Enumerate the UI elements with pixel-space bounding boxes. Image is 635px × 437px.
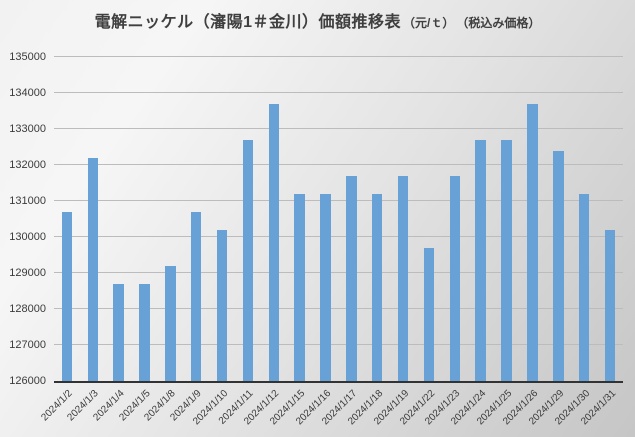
bar-slot (54, 57, 80, 381)
bar-slot (571, 57, 597, 381)
bar-slot (183, 57, 209, 381)
gridline (54, 128, 623, 129)
bar (87, 157, 99, 381)
bar-slot (338, 57, 364, 381)
bar (371, 193, 383, 381)
bar-slot (209, 57, 235, 381)
bar (527, 103, 538, 381)
bar (553, 150, 564, 381)
y-tick-label: 135000 (9, 51, 46, 63)
bar (604, 229, 616, 381)
bar (61, 211, 73, 381)
gridline (54, 92, 623, 93)
bar (423, 247, 435, 381)
bar (397, 175, 409, 381)
bar (113, 283, 124, 381)
plot-area (54, 56, 623, 383)
bar (475, 139, 486, 381)
bar-slot (390, 57, 416, 381)
chart-title: 電解ニッケル（瀋陽1＃金川）価額推移表 （元/ｔ） （税込み価格） (0, 8, 635, 32)
bar (216, 229, 228, 381)
gridline (54, 164, 623, 165)
bar-slot (157, 57, 183, 381)
y-axis: 126000 127000 128000 129000 130000 131000 1320… (0, 51, 46, 387)
bar (242, 139, 254, 381)
bar-slot (287, 57, 313, 381)
bar (346, 175, 357, 381)
y-tick-label: 126000 (9, 375, 46, 387)
bar-slot (545, 57, 571, 381)
chart-title-main: 電解ニッケル（瀋陽1＃金川）価額推移表 (94, 14, 402, 31)
y-tick-label: 129000 (9, 267, 46, 279)
x-axis: 2024/1/2 2024/1/3 2024/1/4 2024/1/5 2024/1/8… (39, 384, 623, 437)
gridline (54, 272, 623, 273)
gridline (54, 200, 623, 201)
bar (294, 193, 305, 381)
bar-slot (235, 57, 261, 381)
bar-slot (442, 57, 468, 381)
chart-title-unit: （元/ｔ） (403, 16, 455, 30)
y-tick-label: 133000 (9, 123, 46, 135)
bar-slot (80, 57, 106, 381)
bar-slot (313, 57, 339, 381)
x-axis-line (54, 381, 623, 383)
y-tick-label: 128000 (9, 303, 46, 315)
bar-slot (364, 57, 390, 381)
bar-slot (494, 57, 520, 381)
gridline (54, 236, 623, 237)
gridline (54, 308, 623, 309)
bar-slot (106, 57, 132, 381)
bar (320, 193, 331, 381)
bar (165, 265, 176, 381)
bar-slot (468, 57, 494, 381)
bar (578, 193, 590, 381)
bar-slot (597, 57, 623, 381)
y-tick-label: 132000 (9, 159, 46, 171)
y-tick-label: 131000 (9, 195, 46, 207)
y-tick-label: 130000 (9, 231, 46, 243)
chart-title-note: （税込み価格） (462, 16, 541, 30)
gridline (54, 56, 623, 57)
bar-slot (261, 57, 287, 381)
y-tick-label: 127000 (9, 339, 46, 351)
y-tick-label: 134000 (9, 87, 46, 99)
bar-slot (416, 57, 442, 381)
bar (449, 175, 461, 381)
bar-slot (519, 57, 545, 381)
gridline (54, 344, 623, 345)
bar (190, 211, 202, 381)
bar-series (54, 57, 623, 381)
bar (268, 103, 280, 381)
bar (139, 283, 150, 381)
bar-slot (132, 57, 158, 381)
bar (501, 139, 512, 381)
